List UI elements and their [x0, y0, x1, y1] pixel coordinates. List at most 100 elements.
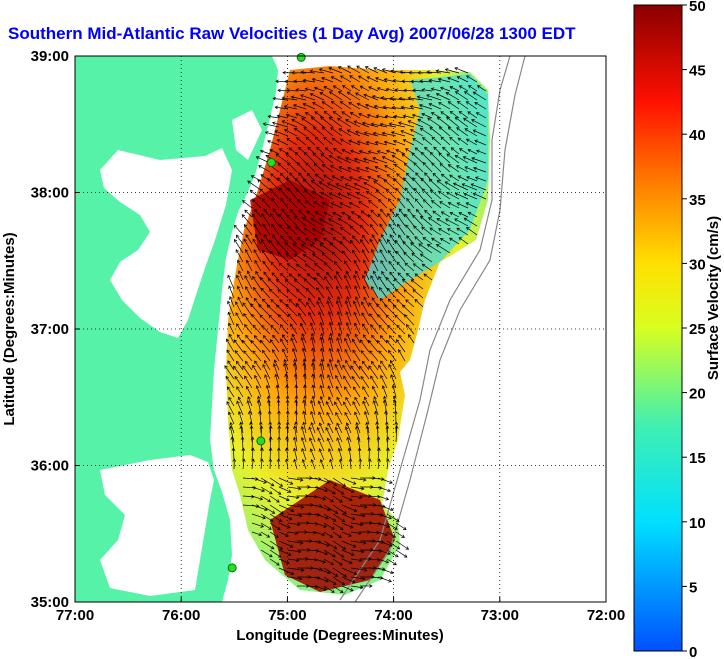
vector-arrow: [431, 162, 442, 173]
vector-arrowhead: [320, 116, 324, 120]
vector-arrowhead: [373, 104, 378, 109]
vector-arrow: [328, 311, 334, 326]
vector-arrowhead: [319, 458, 324, 463]
vector-arrow: [286, 114, 298, 119]
vector-arrow: [360, 210, 370, 218]
vector-arrowhead: [366, 113, 371, 118]
vector-arrowhead: [454, 192, 459, 196]
vector-arrowhead: [466, 75, 470, 79]
vector-arrow: [323, 585, 335, 593]
vector-arrow: [459, 148, 469, 155]
vector-arrow: [413, 162, 424, 173]
vector-arrow: [329, 117, 343, 128]
vector-arrowhead: [259, 425, 264, 429]
vector-arrowhead: [272, 363, 277, 367]
vector-arrowhead: [302, 362, 306, 367]
vector-arrowhead: [341, 518, 346, 523]
vector-arrowhead: [404, 187, 409, 192]
vector-arrow: [360, 239, 370, 254]
vector-arrow: [406, 235, 415, 245]
vector-arrow: [321, 348, 325, 362]
vector-arrowhead: [280, 235, 284, 239]
vector-arrowhead: [435, 69, 440, 73]
vector-arrowhead: [440, 111, 444, 115]
vector-arrow: [236, 234, 244, 245]
vector-arrow: [304, 374, 307, 389]
vector-arrowhead: [312, 228, 316, 232]
vector-arrowhead: [288, 198, 293, 202]
vector-arrow: [303, 79, 316, 83]
vector-arrowhead: [394, 88, 398, 92]
vector-arrow: [298, 313, 307, 326]
vector-arrow: [363, 296, 370, 308]
vector-arrow: [421, 263, 433, 272]
vector-arrowhead: [319, 321, 323, 326]
vector-arrowhead: [320, 347, 324, 352]
vector-arrow: [287, 313, 298, 326]
vector-arrowhead: [269, 553, 273, 558]
vector-arrowhead: [390, 131, 395, 135]
vector-arrowhead: [447, 228, 451, 232]
vector-arrowhead: [277, 421, 282, 425]
vector-arrow: [364, 132, 379, 137]
vector-arrow: [387, 198, 397, 209]
vector-arrow: [370, 224, 379, 236]
vector-arrowhead: [392, 78, 396, 83]
vector-arrow: [421, 226, 433, 236]
vector-arrowhead: [292, 362, 297, 367]
vector-arrowhead: [293, 279, 298, 283]
vector-arrow: [398, 349, 406, 362]
vector-arrowhead: [405, 299, 409, 303]
vector-arrow: [362, 401, 370, 416]
vector-arrowhead: [467, 148, 472, 153]
vector-arrowhead: [389, 208, 393, 212]
vector-arrowhead: [268, 436, 273, 440]
vector-arrowhead: [456, 127, 460, 131]
vector-arrow: [413, 188, 424, 200]
vector-arrow: [242, 459, 245, 470]
vector-arrowhead: [330, 498, 334, 503]
vector-arrow: [332, 212, 343, 218]
vector-arrow: [320, 459, 325, 470]
vector-arrowhead: [457, 175, 462, 179]
vector-arrowhead: [285, 425, 290, 429]
vector-arrowhead: [383, 78, 388, 82]
vector-arrow: [269, 504, 284, 515]
vector-arrowhead: [294, 215, 298, 220]
vector-arrow: [456, 227, 469, 236]
vector-arrowhead: [410, 79, 414, 84]
vector-arrowhead: [444, 68, 449, 72]
vector-arrowhead: [330, 100, 335, 105]
vector-arrow: [259, 314, 271, 326]
vector-arrowhead: [362, 386, 366, 390]
vector-arrow: [286, 138, 298, 146]
vector-arrow: [466, 101, 478, 110]
vector-arrow: [260, 477, 274, 487]
vector-arrow: [386, 549, 399, 558]
vector-arrowhead: [302, 78, 307, 83]
vector-arrowhead: [267, 278, 272, 282]
vector-arrowhead: [346, 192, 351, 196]
vector-arrow: [243, 224, 253, 236]
vector-arrowhead: [270, 261, 274, 266]
vector-arrowhead: [369, 223, 374, 228]
vector-arrowhead: [378, 324, 382, 329]
vector-arrow: [262, 364, 271, 380]
vector-arrow: [237, 286, 244, 299]
vector-arrow: [278, 513, 292, 520]
vector-arrowhead: [384, 165, 388, 169]
vector-arrowhead: [370, 122, 375, 127]
vector-arrow: [296, 237, 307, 245]
vector-arrowhead: [385, 314, 390, 319]
vector-arrowhead: [316, 300, 320, 305]
vector-arrow: [362, 275, 370, 290]
vector-arrowhead: [348, 533, 352, 537]
vector-arrowhead: [378, 286, 383, 291]
vector-arrowhead: [345, 270, 349, 275]
vector-arrow: [464, 128, 478, 137]
vector-arrowhead: [350, 365, 354, 369]
vector-arrow: [278, 504, 294, 512]
vector-arrow: [394, 240, 406, 254]
vector-arrow: [387, 239, 397, 254]
vector-arrowhead: [363, 396, 368, 401]
